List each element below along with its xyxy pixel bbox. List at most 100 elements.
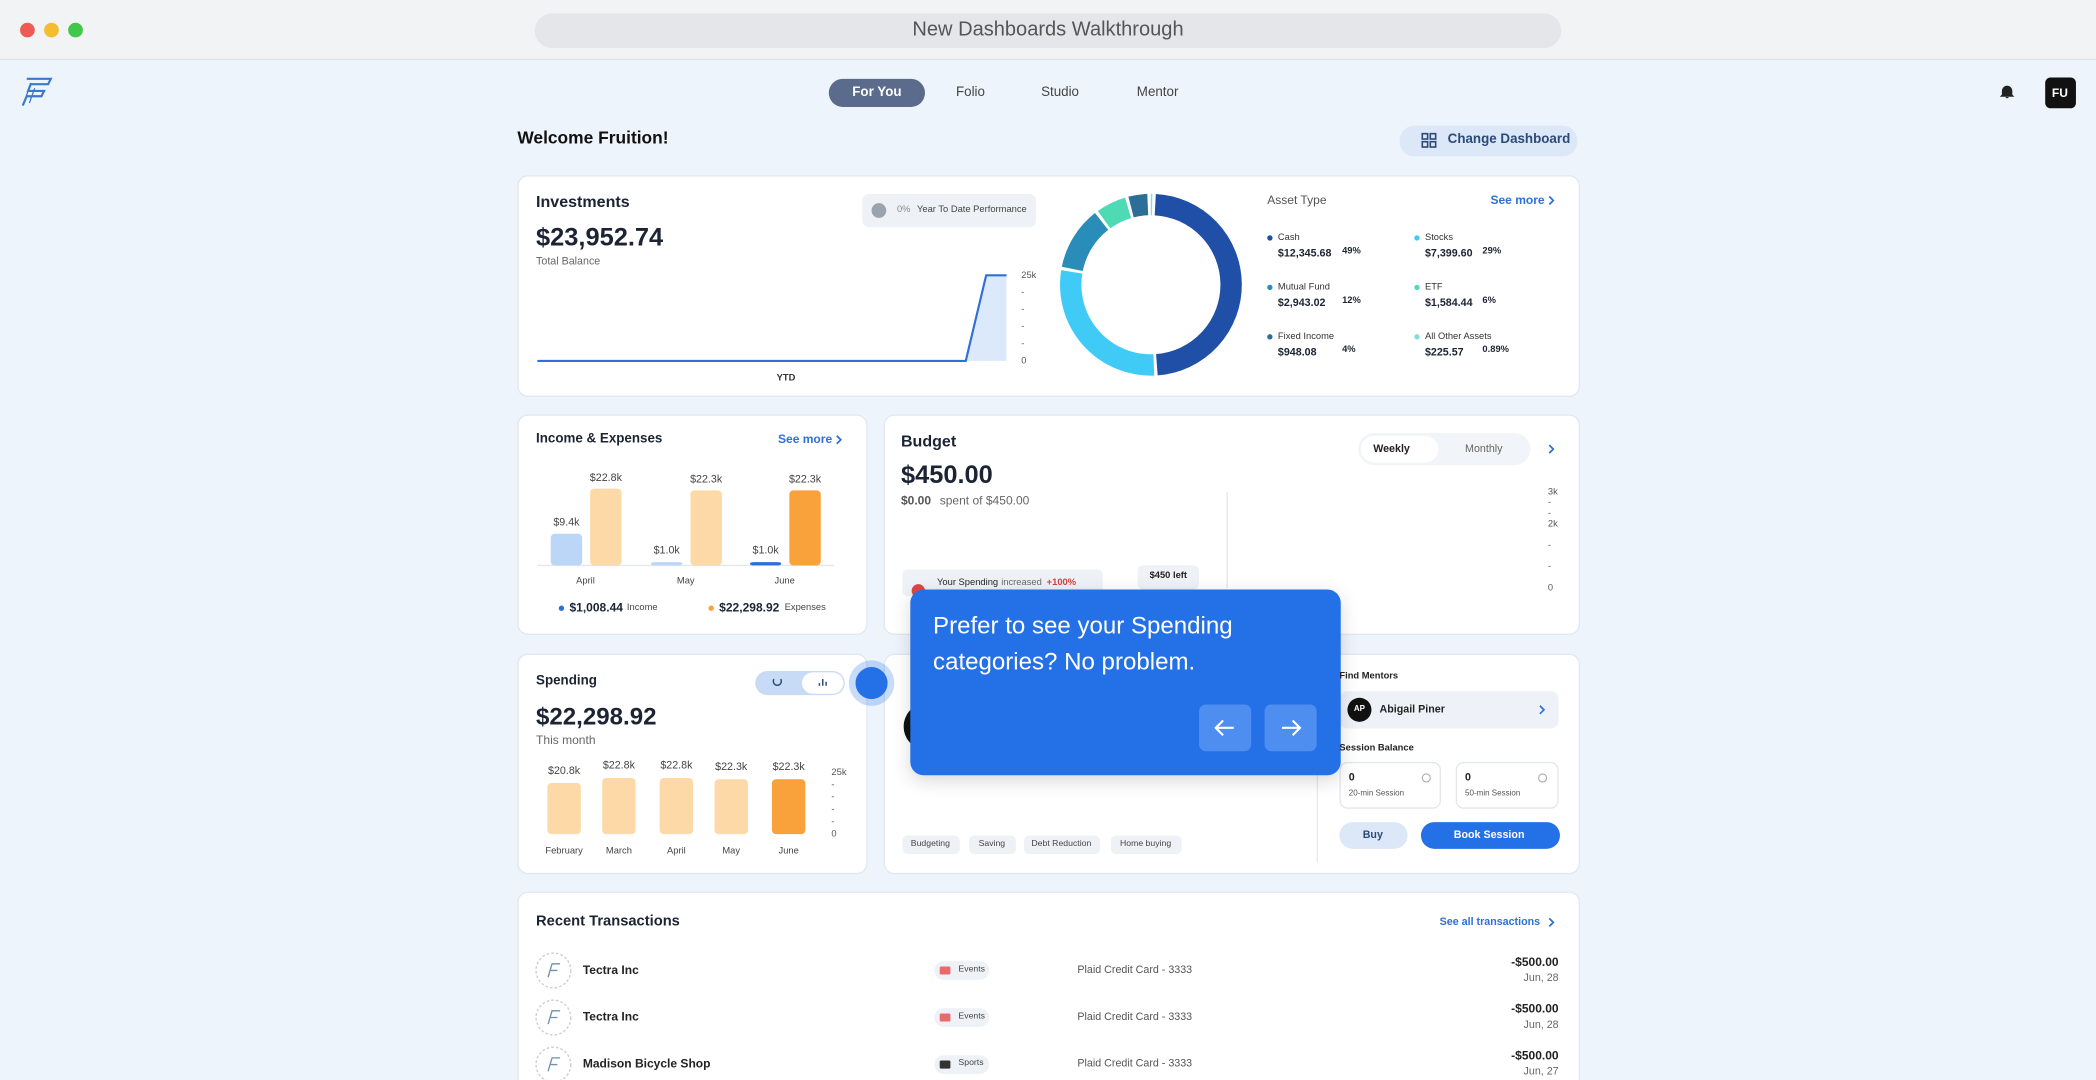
tour-hotspot[interactable] bbox=[855, 667, 888, 700]
avatar-initials[interactable]: FU bbox=[2051, 86, 2068, 100]
topic-tag[interactable] bbox=[1023, 835, 1101, 855]
y-tick-label: - bbox=[831, 816, 834, 826]
spending-label: This month bbox=[536, 733, 596, 747]
y-tick-label: - bbox=[1548, 540, 1551, 550]
buy-button[interactable] bbox=[1339, 822, 1408, 849]
buy-label[interactable]: Buy bbox=[1362, 828, 1383, 841]
ytd-percent: 0% bbox=[896, 205, 911, 215]
change-dashboard-button[interactable] bbox=[1399, 125, 1578, 157]
bar bbox=[749, 562, 782, 566]
date: Jun, 27 bbox=[1523, 1065, 1559, 1078]
previous-button[interactable] bbox=[1199, 704, 1252, 752]
period-tab[interactable]: Weekly bbox=[1373, 442, 1410, 455]
donut-segment bbox=[1128, 193, 1149, 218]
account-label: Plaid Credit Card - 3333 bbox=[1077, 1057, 1193, 1070]
bar bbox=[547, 782, 581, 835]
bar bbox=[771, 779, 806, 835]
nav-tab[interactable]: Folio bbox=[955, 85, 985, 101]
donut-segment bbox=[1097, 197, 1132, 229]
x-tick-label: May bbox=[676, 576, 695, 587]
category-label: Events bbox=[958, 1011, 986, 1022]
topic-label[interactable]: Home buying bbox=[1119, 839, 1172, 849]
welcome-heading: Welcome Fruition! bbox=[517, 127, 669, 148]
topic-tag[interactable] bbox=[902, 835, 960, 855]
nav-tab[interactable]: Mentor bbox=[1136, 85, 1179, 101]
mentor-name[interactable]: Abigail Piner bbox=[1379, 703, 1445, 716]
remaining-label: $450 left bbox=[1149, 571, 1188, 581]
y-tick-label: - bbox=[1548, 508, 1551, 518]
topic-label[interactable]: Saving bbox=[978, 839, 1006, 849]
account-label: Plaid Credit Card - 3333 bbox=[1077, 963, 1193, 976]
session-box bbox=[1339, 761, 1441, 809]
y-tick-label: - bbox=[831, 792, 834, 802]
grid-icon bbox=[1421, 132, 1437, 148]
bell-icon[interactable] bbox=[1998, 83, 2015, 100]
date: Jun, 28 bbox=[1523, 971, 1559, 984]
bar-value-label: $22.8k bbox=[602, 759, 635, 772]
avatar[interactable] bbox=[2045, 77, 2076, 109]
asset-percent: 12% bbox=[1342, 296, 1361, 306]
window-title: New Dashboards Walkthrough bbox=[912, 18, 1184, 41]
next-button[interactable] bbox=[1264, 704, 1317, 752]
topic-label[interactable]: Budgeting bbox=[910, 839, 950, 849]
see-all-link[interactable]: See all transactions bbox=[1439, 915, 1541, 928]
active-tab[interactable] bbox=[828, 78, 926, 107]
minimize-button[interactable] bbox=[44, 22, 59, 38]
change-dashboard-label[interactable]: Change Dashboard bbox=[1447, 132, 1571, 148]
topic-label[interactable]: Debt Reduction bbox=[1031, 839, 1092, 849]
weekly-active[interactable] bbox=[1360, 435, 1439, 463]
merchant-logo bbox=[547, 963, 561, 978]
budget-spent-of: spent of $450.00 bbox=[939, 493, 1030, 508]
asset-amount: $948.08 bbox=[1277, 346, 1317, 359]
logo[interactable] bbox=[19, 76, 54, 108]
budget-amount: $450.00 bbox=[900, 461, 993, 490]
card-title: Investments bbox=[536, 192, 630, 212]
book-session-button[interactable] bbox=[1420, 822, 1560, 849]
bar-value-label: $22.8k bbox=[660, 759, 693, 772]
nav-tab[interactable]: Studio bbox=[1041, 85, 1079, 101]
topic-tag[interactable] bbox=[969, 835, 1016, 855]
y-tick-label: 0 bbox=[1021, 355, 1026, 365]
balance-label: Total Balance bbox=[536, 255, 601, 268]
topic-tag[interactable] bbox=[1110, 835, 1182, 855]
account-label: Plaid Credit Card - 3333 bbox=[1077, 1010, 1193, 1023]
chevron bbox=[1548, 195, 1555, 206]
bar-value-label: $20.8k bbox=[548, 764, 581, 777]
amount: -$500.00 bbox=[1511, 1049, 1559, 1063]
refresh-icon bbox=[772, 678, 782, 686]
period-tab[interactable]: Monthly bbox=[1465, 442, 1503, 455]
y-tick-label: - bbox=[1021, 304, 1024, 314]
address-bar bbox=[534, 13, 1562, 49]
see-more-link[interactable]: See more bbox=[1490, 193, 1545, 207]
legend-dot bbox=[1414, 284, 1420, 291]
book-label[interactable]: Book Session bbox=[1453, 828, 1525, 841]
amount: -$500.00 bbox=[1511, 1002, 1559, 1016]
nav-tab[interactable]: For You bbox=[852, 85, 902, 101]
asset-name: Mutual Fund bbox=[1277, 282, 1330, 293]
bar-value-label: $22.3k bbox=[788, 472, 822, 485]
asset-amount: $225.57 bbox=[1424, 346, 1464, 359]
callout-change: +100% bbox=[1046, 578, 1077, 588]
legend-dot bbox=[558, 605, 565, 611]
mentor-row[interactable] bbox=[1339, 691, 1559, 729]
y-tick-label: 0 bbox=[831, 829, 836, 839]
chevron bbox=[1539, 705, 1546, 715]
asset-percent: 4% bbox=[1342, 345, 1356, 355]
merchant-logo bbox=[547, 1010, 561, 1025]
asset-type-title: Asset Type bbox=[1267, 193, 1327, 207]
maximize-button[interactable] bbox=[68, 22, 83, 38]
amount: -$500.00 bbox=[1511, 955, 1559, 969]
bar bbox=[659, 778, 694, 835]
y-tick-label: - bbox=[1021, 321, 1024, 331]
asset-amount: $12,345.68 bbox=[1277, 247, 1332, 260]
x-tick-label: May bbox=[722, 846, 741, 857]
see-more-link[interactable]: See more bbox=[777, 432, 833, 446]
section-title: Session Balance bbox=[1339, 743, 1414, 754]
card-title: Recent Transactions bbox=[536, 913, 680, 930]
budget-spent: $0.00 bbox=[900, 493, 932, 508]
close-button[interactable] bbox=[20, 22, 35, 38]
legend-name: Expenses bbox=[784, 603, 826, 613]
asset-percent: 0.89% bbox=[1482, 345, 1509, 355]
merchant-icon bbox=[535, 1046, 572, 1080]
